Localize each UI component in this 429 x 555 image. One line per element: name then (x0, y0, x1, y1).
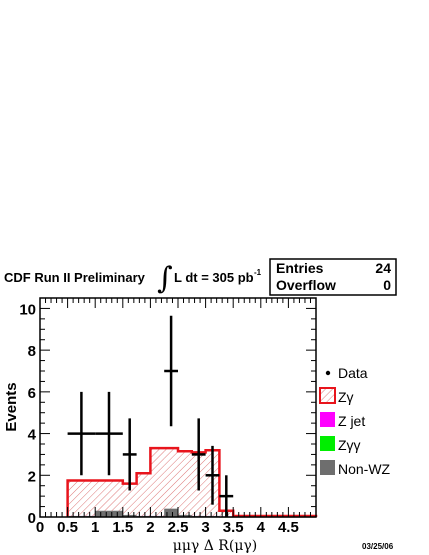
y-axis-ticks: 0 2 4 6 8 10 (19, 297, 316, 527)
y-tick-label: 0 (28, 510, 36, 527)
x-axis-ticks: 0 0.5 1 1.5 2 2.5 3 3.5 4 4.5 (36, 298, 317, 536)
y-tick-label: 2 (28, 468, 36, 485)
hist-bin (95, 510, 123, 517)
legend-entry: Zγγ (320, 436, 361, 453)
data-point (95, 391, 123, 476)
stacked-histograms (66, 446, 318, 518)
x-tick-label: 3.5 (223, 519, 244, 536)
luminosity-exponent: -1 (254, 268, 262, 277)
legend-entry: Z jet (320, 412, 365, 429)
data-point (122, 418, 137, 491)
entries-label: Entries (276, 260, 324, 276)
legend-swatch (319, 387, 336, 404)
hist-bin (122, 514, 137, 517)
x-axis-label: μμγ Δ R(μγ) (173, 538, 258, 554)
legend-entry: Data (325, 365, 368, 381)
legend-entry: Zγ (319, 387, 354, 405)
overflow-value: 0 (383, 277, 391, 293)
legend-label: Z jet (338, 413, 365, 429)
date-stamp: 03/25/06 (362, 542, 394, 551)
zgamma-bin (164, 448, 178, 517)
legend-swatch (320, 460, 335, 475)
data-point (205, 445, 220, 505)
x-tick-label: 4 (257, 519, 266, 536)
legend-data-marker (325, 370, 331, 376)
x-tick-label: 2 (146, 519, 154, 536)
x-tick-label: 1 (91, 519, 99, 536)
zgamma-bin (122, 483, 137, 517)
x-tick-label: 4.5 (278, 519, 299, 536)
data-points (67, 315, 234, 517)
y-tick-label: 10 (19, 301, 36, 318)
zgamma-bin (67, 480, 96, 517)
zgamma-bin (178, 451, 192, 517)
hist-zgamma (66, 446, 318, 518)
zgamma-bin (136, 473, 151, 517)
legend-label: Zγγ (338, 437, 361, 453)
legend-label: Non-WZ (338, 461, 391, 477)
legend-swatch (320, 412, 335, 427)
y-axis-label: Events (3, 382, 20, 431)
legend-swatch (320, 436, 335, 451)
y-tick-label: 4 (28, 427, 37, 444)
x-tick-label: 1.5 (112, 519, 133, 536)
integral-symbol: ∫ (157, 261, 173, 296)
x-tick-label: 0 (36, 519, 44, 536)
x-tick-label: 2.5 (168, 519, 189, 536)
luminosity-label: L dt = 305 pb (174, 270, 254, 285)
zgamma-bin (150, 448, 165, 517)
data-point (164, 315, 178, 427)
legend-label: Zγ (338, 389, 354, 405)
overflow-label: Overflow (276, 277, 336, 293)
legend-label: Data (338, 365, 368, 381)
chart-title: CDF Run II Preliminary (4, 270, 146, 285)
y-tick-label: 8 (28, 343, 36, 360)
entries-value: 24 (375, 260, 391, 276)
x-tick-label: 0.5 (57, 519, 78, 536)
legend: Data Zγ Z jet Zγγ Non-WZ (319, 365, 391, 477)
x-tick-label: 3 (201, 519, 209, 536)
hist-bin (164, 508, 178, 517)
data-point (219, 475, 234, 517)
y-tick-label: 6 (28, 385, 36, 402)
stats-box: Entries 24 Overflow 0 (269, 258, 397, 296)
data-point (67, 391, 96, 476)
legend-entry: Non-WZ (320, 460, 391, 477)
data-point (191, 418, 206, 491)
hist-bin (178, 514, 192, 517)
